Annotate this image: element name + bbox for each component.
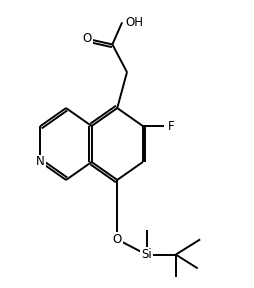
Text: F: F xyxy=(168,120,174,132)
Text: N: N xyxy=(36,156,45,168)
Text: O: O xyxy=(82,33,92,46)
Text: Si: Si xyxy=(141,248,152,261)
Text: OH: OH xyxy=(125,16,143,29)
Text: O: O xyxy=(113,233,122,246)
